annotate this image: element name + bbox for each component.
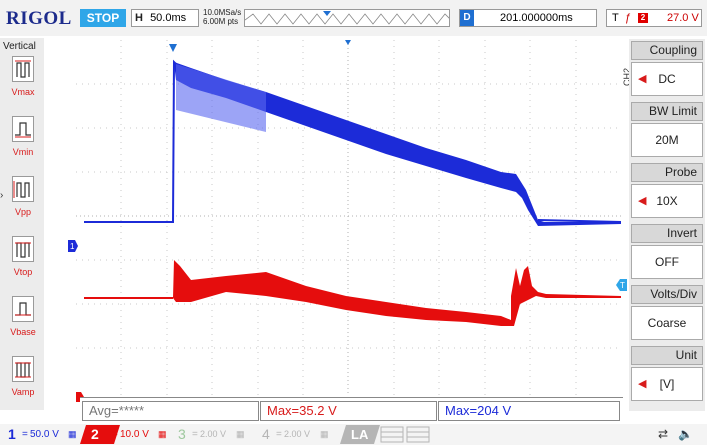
ch1-bw-icon: ▦ bbox=[68, 429, 77, 439]
vbase-label: Vbase bbox=[10, 327, 36, 337]
waveform-grid bbox=[76, 40, 621, 396]
volts-div-value: Coarse bbox=[647, 316, 687, 330]
left-arrow-icon: ◀ bbox=[638, 195, 647, 207]
ch3-coupling-icon: = bbox=[192, 429, 198, 440]
trigger-label: T bbox=[612, 12, 619, 24]
sample-rate: 10.0MSa/s bbox=[203, 8, 242, 17]
delay-value: 201.000000ms bbox=[500, 12, 573, 24]
measure-vamp-button[interactable]: Vamp bbox=[6, 356, 40, 404]
measure-vmin-button[interactable]: Vmin bbox=[6, 116, 40, 164]
memory-overview bbox=[244, 9, 450, 27]
probe-value: 10X bbox=[656, 194, 678, 208]
ch2-scale[interactable]: 10.0 V bbox=[120, 429, 149, 440]
status-bar: RIGOL STOP H 50.0ms 10.0MSa/s 6.00M pts … bbox=[0, 0, 707, 36]
ch2-trace bbox=[84, 260, 621, 326]
bw-limit-header: BW Limit bbox=[631, 102, 703, 121]
svg-text:T: T bbox=[620, 281, 625, 290]
unit-value: [V] bbox=[659, 377, 675, 391]
coupling-value: DC bbox=[658, 72, 676, 86]
ch4-coupling-icon: = bbox=[276, 429, 282, 440]
left-arrow-icon: ◀ bbox=[638, 73, 647, 85]
sample-rate-readout: 10.0MSa/s 6.00M pts bbox=[203, 8, 241, 26]
ch3-bw-icon: ▦ bbox=[236, 429, 245, 439]
timebase-readout[interactable]: H 50.0ms bbox=[131, 9, 199, 27]
timebase-label: H bbox=[135, 12, 143, 24]
measurement-sidebar: Vertical Vmax Vmin Vpp Vtop Vbase Vamp bbox=[0, 38, 44, 410]
channel-status-bar: 1 = 50.0 V ▦ 2 = 10.0 V ▦ 3 = 2.00 V ▦ 4… bbox=[0, 424, 707, 445]
bw-limit-softkey[interactable]: 20M bbox=[631, 123, 703, 157]
ch1-max-result[interactable]: Max=204 V bbox=[438, 401, 620, 421]
ch3-number[interactable]: 3 bbox=[178, 426, 186, 442]
la-tab-icon bbox=[340, 425, 380, 444]
coupling-header: Coupling bbox=[631, 41, 703, 60]
vertical-header: Vertical bbox=[3, 41, 36, 52]
left-arrow-icon: ◀ bbox=[638, 378, 647, 390]
ch1-scale[interactable]: 50.0 V bbox=[30, 429, 59, 440]
delay-readout[interactable]: D 201.000000ms bbox=[459, 9, 597, 27]
unit-softkey[interactable]: ◀ [V] bbox=[631, 367, 703, 401]
la-label[interactable]: LA bbox=[351, 427, 369, 442]
vbase-icon bbox=[12, 296, 34, 322]
channel-settings-menu: Coupling ◀ DC BW Limit 20M Probe ◀ 10X Inv… bbox=[629, 39, 705, 411]
ch2-coupling-icon: = bbox=[112, 429, 118, 440]
memory-depth: 6.00M pts bbox=[203, 17, 239, 26]
coupling-softkey[interactable]: ◀ DC bbox=[631, 62, 703, 96]
vpp-icon bbox=[12, 176, 34, 202]
volts-div-softkey[interactable]: Coarse bbox=[631, 306, 703, 340]
trigger-position-marker bbox=[169, 44, 177, 52]
ch4-number[interactable]: 4 bbox=[262, 426, 270, 442]
vmax-icon bbox=[12, 56, 34, 82]
measure-vbase-button[interactable]: Vbase bbox=[6, 296, 40, 344]
volts-div-header: Volts/Div bbox=[631, 285, 703, 304]
measurement-results-bar: Avg=***** Max=35.2 V Max=204 V bbox=[80, 397, 623, 421]
center-marker bbox=[345, 40, 351, 45]
rising-edge-icon: ƒ bbox=[625, 12, 632, 24]
ch4-bw-icon: ▦ bbox=[320, 429, 329, 439]
timebase-value: 50.0ms bbox=[150, 12, 187, 24]
unit-header: Unit bbox=[631, 346, 703, 365]
ch1-number[interactable]: 1 bbox=[8, 426, 16, 442]
speaker-icon[interactable]: 🔈 bbox=[678, 427, 693, 441]
avg-result[interactable]: Avg=***** bbox=[82, 401, 259, 421]
vmax-label: Vmax bbox=[11, 87, 35, 97]
vamp-icon bbox=[12, 356, 34, 382]
delay-label: D bbox=[460, 10, 474, 26]
measure-vpp-button[interactable]: Vpp bbox=[6, 176, 40, 224]
memory-overview-wave bbox=[245, 11, 449, 25]
trigger-level-marker[interactable]: T bbox=[616, 279, 627, 291]
probe-softkey[interactable]: ◀ 10X bbox=[631, 184, 703, 218]
vpp-label: Vpp bbox=[14, 207, 31, 217]
ch2-number[interactable]: 2 bbox=[91, 426, 99, 442]
ch1-ground-marker[interactable]: 1 bbox=[68, 240, 78, 252]
ch1-coupling-icon: = bbox=[22, 429, 28, 440]
digital-channels-icon bbox=[380, 426, 430, 443]
trigger-level: 27.0 V bbox=[667, 12, 699, 24]
measure-vmax-button[interactable]: Vmax bbox=[6, 56, 40, 104]
ch3-scale[interactable]: 2.00 V bbox=[200, 429, 227, 439]
waveform-display[interactable] bbox=[76, 40, 621, 396]
vtop-icon bbox=[12, 236, 34, 262]
run-stop-badge[interactable]: STOP bbox=[80, 9, 126, 27]
vtop-label: Vtop bbox=[13, 267, 33, 277]
vmin-icon bbox=[12, 116, 34, 142]
probe-header: Probe bbox=[631, 163, 703, 182]
rigol-logo: RIGOL bbox=[6, 8, 72, 29]
bw-limit-value: 20M bbox=[655, 133, 679, 147]
ch2-max-result[interactable]: Max=35.2 V bbox=[260, 401, 437, 421]
usb-icon: ⇄ bbox=[658, 427, 669, 441]
ch2-tab-icon bbox=[80, 425, 120, 444]
measure-vtop-button[interactable]: Vtop bbox=[6, 236, 40, 284]
vamp-label: Vamp bbox=[11, 387, 35, 397]
ch4-scale[interactable]: 2.00 V bbox=[284, 429, 311, 439]
invert-softkey[interactable]: OFF bbox=[631, 245, 703, 279]
invert-value: OFF bbox=[655, 255, 679, 269]
vmin-label: Vmin bbox=[12, 147, 34, 157]
trigger-channel: 2 bbox=[638, 13, 648, 23]
ch1-trace bbox=[84, 59, 621, 226]
expand-sidebar-icon[interactable]: › bbox=[0, 190, 4, 201]
invert-header: Invert bbox=[631, 224, 703, 243]
ch2-bw-icon: ▦ bbox=[158, 429, 167, 439]
svg-text:1: 1 bbox=[70, 242, 75, 251]
trigger-readout[interactable]: T ƒ 2 27.0 V bbox=[606, 9, 702, 27]
